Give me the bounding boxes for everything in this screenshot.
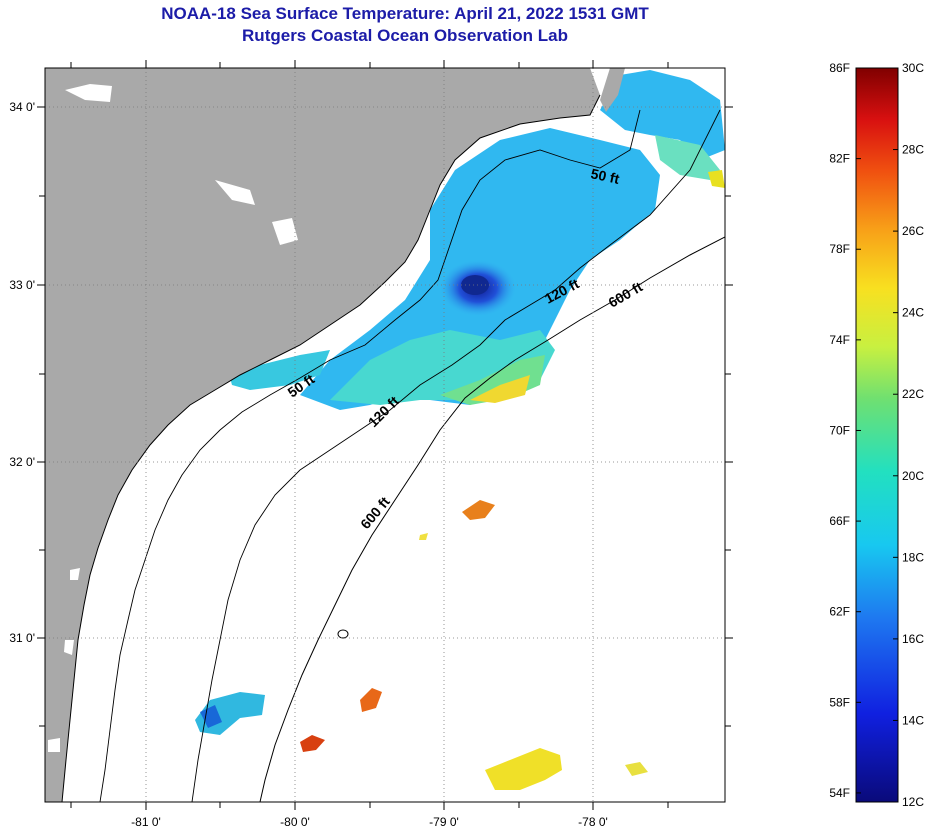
colorbar-label-f: 58F [829,695,850,709]
land [45,68,600,802]
colorbar-label-f: 86F [829,61,850,75]
colorbar-label-c: 20C [902,469,924,483]
colorbar: 86F 82F 78F 74F 70F 66F 62F 58F 54F 30C 28C 26C 24C… [829,61,924,809]
colorbar-label-c: 12C [902,795,924,809]
colorbar-label-c: 18C [902,550,924,564]
colorbar-label-f: 78F [829,242,850,256]
lat-label-32: 32 0' [9,455,35,469]
colorbar-label-c: 30C [902,61,924,75]
colorbar-label-f: 70F [829,423,850,437]
isobath-600ft [259,236,725,802]
lon-label-80: -80 0' [280,815,310,829]
contour-label-50ft-a: 50 ft [589,165,621,187]
lon-label-78: -78 0' [578,815,608,829]
land-ne [600,68,625,112]
colorbar-label-c: 28C [902,143,924,157]
colorbar-label-c: 26C [902,224,924,238]
isobath-120ft [191,109,721,802]
map-frame [44,67,726,803]
colorbar-label-c: 24C [902,306,924,320]
lon-label-79: -79 0' [429,815,459,829]
colorbar-label-c: 22C [902,387,924,401]
colorbar-gradient [855,67,899,803]
sst-data [195,70,725,790]
isobath-50ft [99,109,641,802]
colorbar-label-c: 14C [902,713,924,727]
lon-label-81: -81 0' [131,815,161,829]
colorbar-label-f: 66F [829,514,850,528]
lat-label-34: 34 0' [9,100,35,114]
graticule [45,68,725,802]
colorbar-label-c: 16C [902,632,924,646]
colorbar-label-f: 62F [829,605,850,619]
map-title: NOAA-18 Sea Surface Temperature: April 2… [161,4,649,23]
lat-label-33: 33 0' [9,278,35,292]
map-area: 50 ft 50 ft 120 ft 120 ft 600 ft 600 ft [45,68,725,802]
colorbar-label-f: 54F [829,786,850,800]
ticks [37,60,733,810]
colorbar-label-f: 74F [829,333,850,347]
colorbar-label-f: 82F [829,152,850,166]
lat-label-31: 31 0' [9,631,35,645]
map-subtitle: Rutgers Coastal Ocean Observation Lab [242,26,568,45]
